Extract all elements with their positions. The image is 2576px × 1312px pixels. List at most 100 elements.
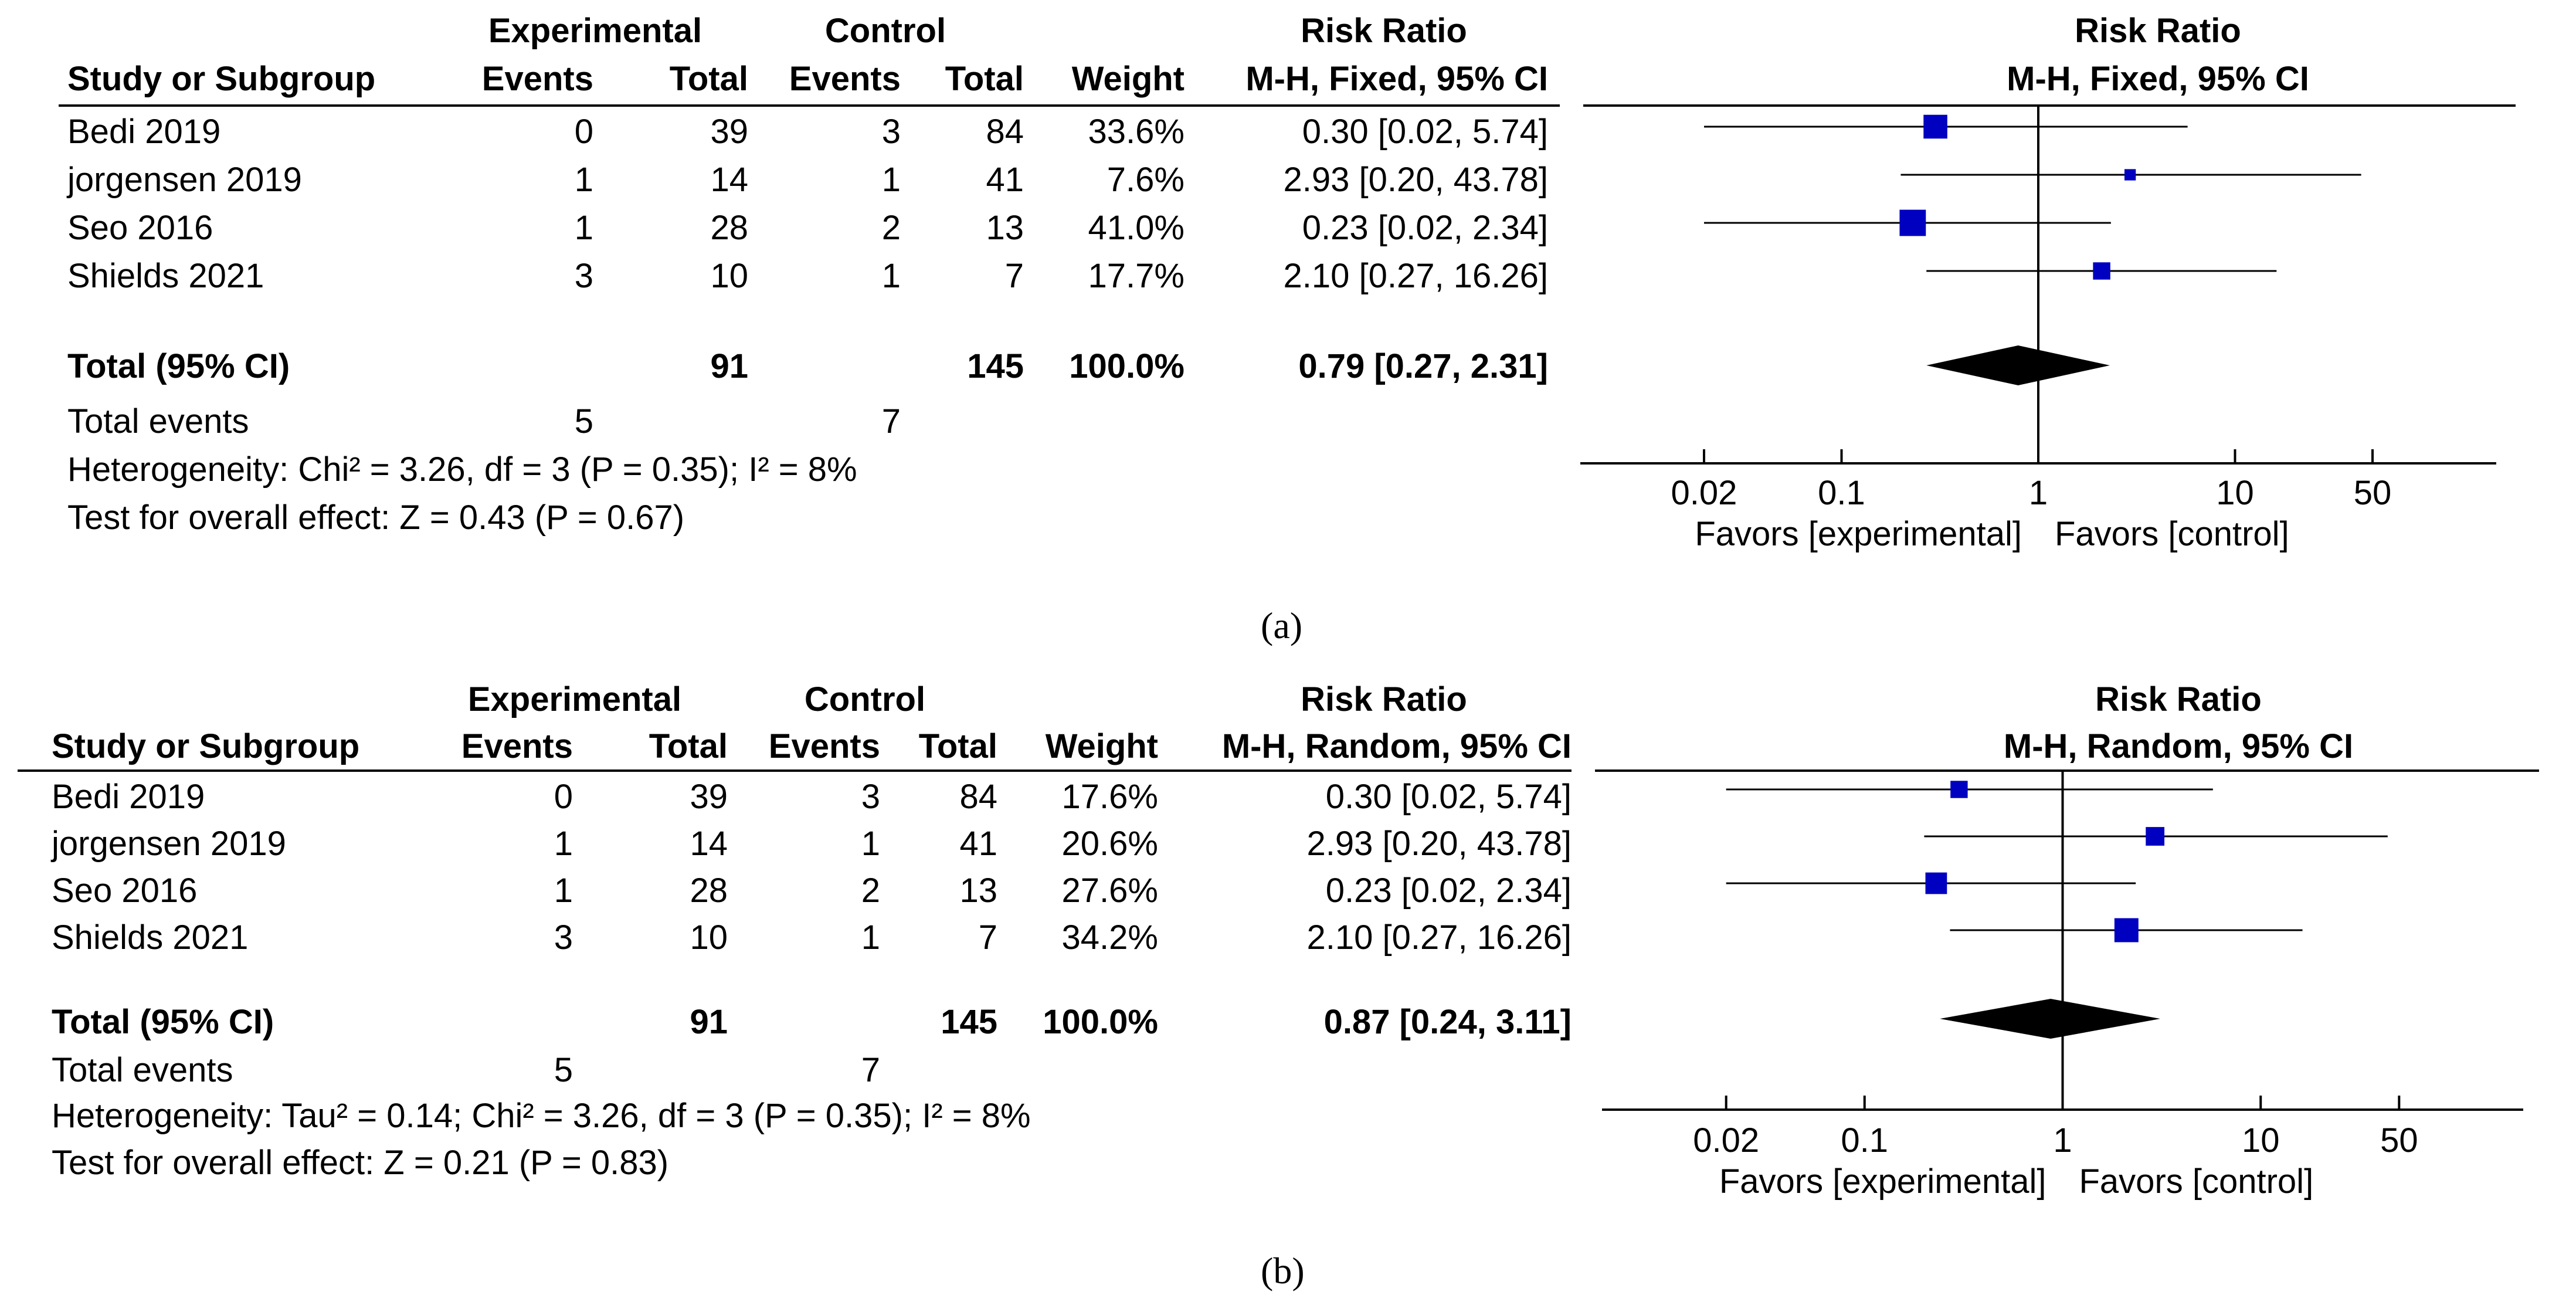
- study-name: Bedi 2019: [67, 113, 221, 151]
- forest-plot-b-svg: 0.02 0.1 1 10 50 Favors [experimental] Favors …: [1602, 769, 2523, 1201]
- header-exp-total: Total: [649, 727, 728, 765]
- x-tick-label: 50: [2354, 474, 2392, 512]
- ctl-total: 7: [978, 918, 997, 957]
- exp-events: 1: [554, 872, 573, 910]
- exp-events: 0: [554, 778, 573, 816]
- ci-text: 0.23 [0.02, 2.34]: [1325, 872, 1572, 910]
- exp-total: 39: [690, 778, 728, 816]
- exp-total: 39: [710, 113, 748, 151]
- effect-square: [1923, 114, 1947, 139]
- total-events-label: Total events: [67, 402, 249, 440]
- study-name: Seo 2016: [67, 209, 213, 247]
- total-weight: 100.0%: [1069, 347, 1185, 385]
- header-rule-table: [18, 769, 1572, 772]
- ci-text: 0.23 [0.02, 2.34]: [1302, 209, 1548, 247]
- ctl-events: 2: [881, 209, 901, 247]
- total-ci-text: 0.87 [0.24, 3.11]: [1323, 1003, 1572, 1041]
- ctl-total: 84: [986, 113, 1024, 151]
- ci-text: 0.30 [0.02, 5.74]: [1325, 778, 1572, 816]
- weight: 20.6%: [1061, 825, 1158, 863]
- pooled-diamond: [1940, 999, 2160, 1039]
- total-ctl: 145: [967, 347, 1024, 385]
- panel-label-b: (b): [1261, 1250, 1305, 1291]
- total-exp: 91: [690, 1003, 728, 1041]
- total-events-exp: 5: [554, 1051, 573, 1089]
- header-method-plot: M-H, Fixed, 95% CI: [2007, 60, 2309, 98]
- x-tick-label: 0.1: [1818, 474, 1865, 512]
- overall-effect-text: Test for overall effect: Z = 0.43 (P = 0…: [67, 499, 685, 537]
- study-name: Shields 2021: [52, 918, 249, 957]
- favors-experimental-label: Favors [experimental]: [1695, 515, 2022, 553]
- effect-square: [2124, 169, 2136, 181]
- header-rule-plot: [1595, 769, 2539, 772]
- ci-text: 2.10 [0.27, 16.26]: [1283, 257, 1548, 295]
- header-method: M-H, Fixed, 95% CI: [1245, 60, 1548, 98]
- ctl-events: 1: [861, 918, 880, 957]
- effect-square: [2114, 918, 2139, 943]
- exp-total: 28: [710, 209, 748, 247]
- header-study: Study or Subgroup: [67, 60, 376, 98]
- header-exp-total: Total: [669, 60, 748, 98]
- weight: 33.6%: [1088, 113, 1185, 151]
- header-control: Control: [804, 680, 926, 718]
- header-method: M-H, Random, 95% CI: [1221, 727, 1572, 765]
- weight: 27.6%: [1061, 872, 1158, 910]
- pooled-diamond: [1926, 345, 2110, 385]
- exp-total: 10: [690, 918, 728, 957]
- ci-text: 2.93 [0.20, 43.78]: [1306, 825, 1572, 863]
- weight: 41.0%: [1088, 209, 1185, 247]
- weight: 17.6%: [1061, 778, 1158, 816]
- total-label: Total (95% CI): [67, 347, 290, 385]
- header-experimental: Experimental: [467, 680, 682, 718]
- x-tick-label: 0.02: [1693, 1121, 1759, 1160]
- ctl-total: 41: [959, 825, 997, 863]
- ctl-total: 13: [959, 872, 997, 910]
- x-tick-label: 0.02: [1671, 474, 1737, 512]
- x-tick-label: 0.1: [1841, 1121, 1888, 1160]
- header-rule-plot: [1583, 104, 2516, 107]
- total-weight: 100.0%: [1043, 1003, 1158, 1041]
- total-events-ctl: 7: [881, 402, 901, 440]
- study-name: Bedi 2019: [52, 778, 205, 816]
- header-experimental: Experimental: [488, 12, 702, 50]
- exp-total: 14: [710, 161, 748, 199]
- header-control: Control: [824, 12, 946, 50]
- study-name: Shields 2021: [67, 257, 264, 295]
- ci-text: 0.30 [0.02, 5.74]: [1302, 113, 1548, 151]
- exp-total: 14: [690, 825, 728, 863]
- ctl-events: 2: [861, 872, 880, 910]
- weight: 34.2%: [1061, 918, 1158, 957]
- header-ctl-total: Total: [945, 60, 1024, 98]
- header-risk-ratio-table: Risk Ratio: [1301, 12, 1467, 50]
- effect-square: [1899, 209, 1926, 236]
- header-study: Study or Subgroup: [52, 727, 360, 765]
- study-name: Seo 2016: [52, 872, 198, 910]
- total-exp: 91: [710, 347, 748, 385]
- x-tick-label: 50: [2380, 1121, 2418, 1160]
- x-tick-label: 1: [2053, 1121, 2072, 1160]
- weight: 17.7%: [1088, 257, 1185, 295]
- effect-square: [1950, 781, 1968, 798]
- header-ctl-total: Total: [918, 727, 997, 765]
- ctl-events: 3: [881, 113, 901, 151]
- x-tick-label: 1: [2029, 474, 2048, 512]
- total-ctl: 145: [941, 1003, 997, 1041]
- effect-square: [2093, 262, 2110, 280]
- total-events-ctl: 7: [861, 1051, 880, 1089]
- ctl-events: 1: [861, 825, 880, 863]
- total-events-label: Total events: [52, 1051, 233, 1089]
- ctl-events: 3: [861, 778, 880, 816]
- ci-text: 2.93 [0.20, 43.78]: [1283, 161, 1548, 199]
- header-risk-ratio-plot: Risk Ratio: [2075, 12, 2241, 50]
- header-method-plot: M-H, Random, 95% CI: [2003, 727, 2354, 765]
- x-tick-label: 10: [2242, 1121, 2280, 1160]
- favors-experimental-label: Favors [experimental]: [1719, 1162, 2046, 1201]
- header-weight: Weight: [1071, 60, 1185, 98]
- effect-square: [2146, 827, 2165, 846]
- header-exp-events: Events: [461, 727, 573, 765]
- ctl-total: 7: [1004, 257, 1024, 295]
- header-weight: Weight: [1045, 727, 1158, 765]
- heterogeneity-text: Heterogeneity: Chi² = 3.26, df = 3 (P = …: [67, 450, 857, 489]
- panel-label-a: (a): [1261, 605, 1303, 646]
- ctl-events: 1: [881, 161, 901, 199]
